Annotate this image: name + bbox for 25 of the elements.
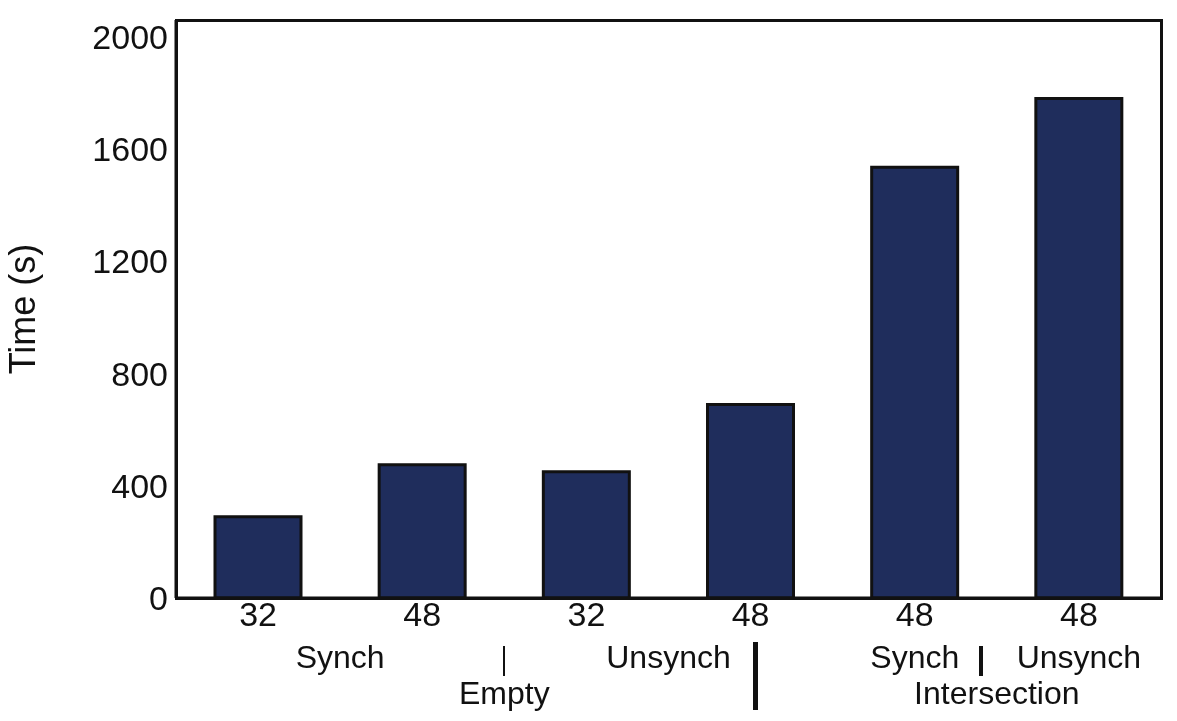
- x-tick-label: 32: [239, 595, 277, 634]
- x-tick-label: 32: [567, 595, 606, 634]
- text: Intersection: [913, 675, 1081, 711]
- text: Unsynch: [1016, 639, 1142, 675]
- bar: [213, 515, 303, 598]
- y-tick-label: 1200: [92, 242, 168, 281]
- text: Unsynch: [605, 639, 732, 675]
- x-tick-label: 48: [403, 595, 442, 634]
- text: Empty: [458, 675, 551, 711]
- y-tick-label: 0: [149, 579, 168, 618]
- text: Synch: [294, 639, 386, 675]
- y-tick-label: 400: [111, 466, 168, 505]
- text: Synch: [870, 639, 960, 675]
- y-axis-title: Time (s): [1, 243, 43, 375]
- bar: [377, 463, 467, 598]
- bar: [870, 165, 960, 598]
- x-tick-label: 48: [731, 595, 770, 634]
- y-tick-label: 1600: [92, 130, 168, 169]
- y-tick-label: 2000: [92, 17, 168, 56]
- x-tick-label: 48: [1060, 595, 1098, 634]
- y-tick-label: 800: [111, 354, 168, 393]
- bar: [706, 402, 795, 598]
- bar: [1034, 97, 1124, 598]
- x-tick-label: 48: [895, 595, 934, 634]
- bar: [541, 470, 631, 598]
